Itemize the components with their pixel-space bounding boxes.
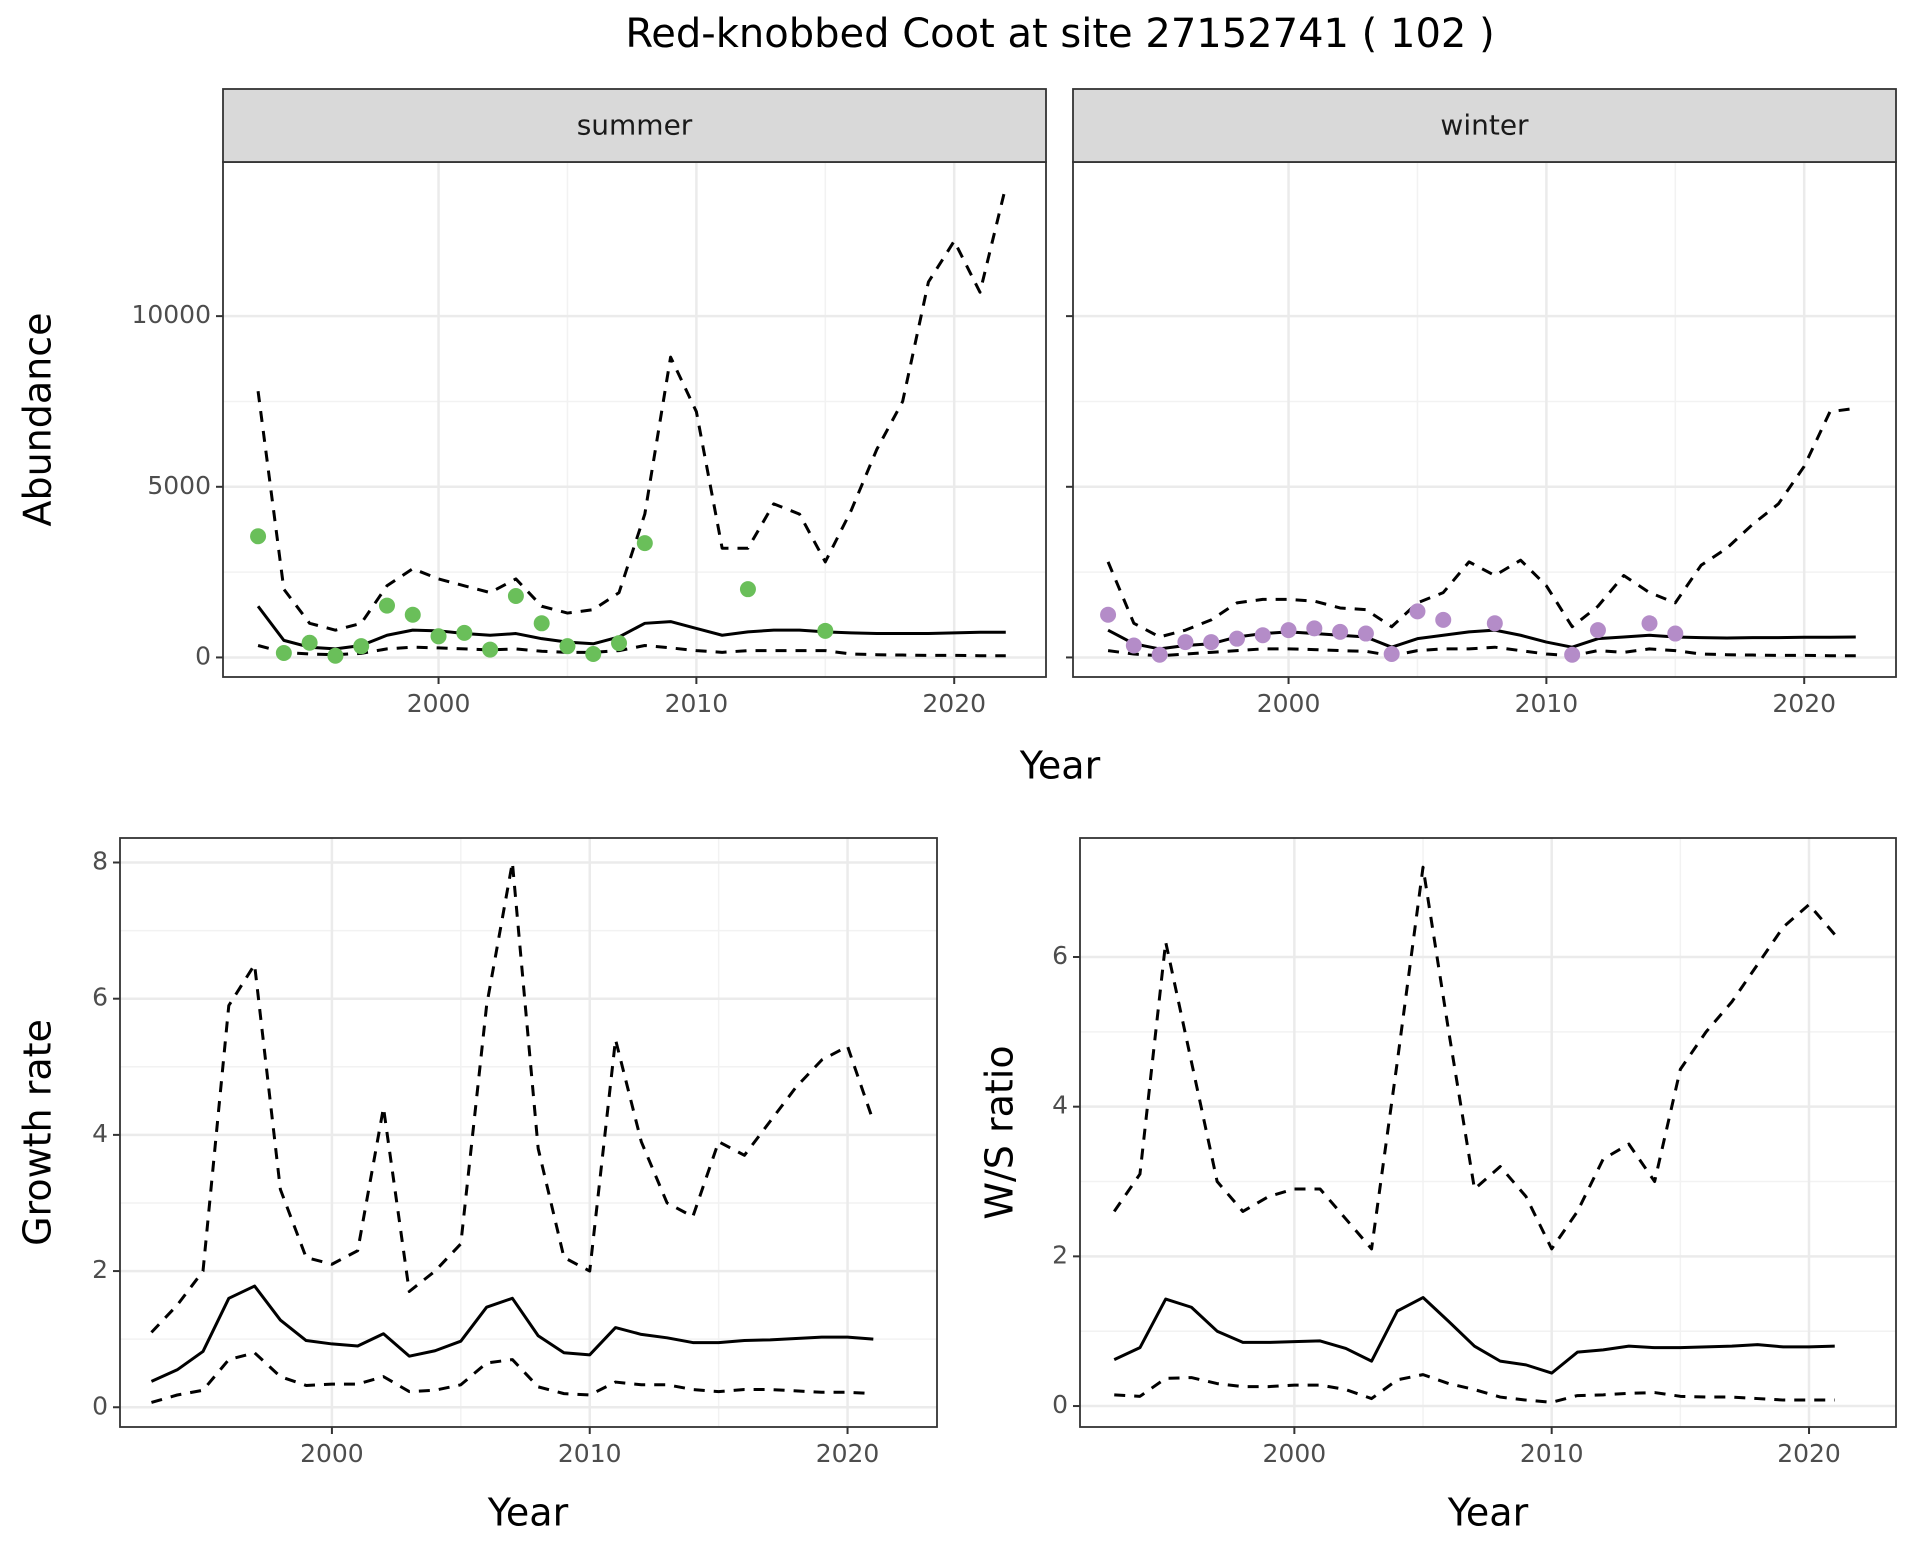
data-point [275, 645, 292, 662]
y-tick-label: 6 [1052, 941, 1068, 970]
y-tick-label: 0 [92, 1391, 108, 1420]
y-tick-label: 2 [92, 1255, 108, 1284]
dashed-line [1106, 406, 1856, 639]
x-tick-label: 2000 [1257, 689, 1321, 718]
data-point [636, 535, 653, 552]
x-axis-title: Year [487, 1491, 569, 1535]
data-point [585, 646, 602, 663]
y-tick-label: 10000 [131, 300, 211, 329]
y-tick-label: 2 [1052, 1240, 1068, 1269]
data-point [1151, 646, 1168, 663]
y-tick-label: 8 [92, 847, 108, 876]
x-tick-label: 2010 [1520, 1439, 1584, 1468]
x-tick-label: 2020 [922, 689, 986, 718]
data-point [1332, 623, 1349, 640]
data-point [482, 641, 499, 658]
plot-area [150, 861, 875, 1404]
panel-border [1079, 837, 1897, 1428]
data-point [1486, 615, 1503, 632]
data-point [533, 615, 550, 632]
y-tick-label: 0 [195, 641, 211, 670]
data-point [1228, 630, 1245, 647]
y-tick-label: 5000 [147, 471, 211, 500]
data-point [817, 622, 834, 639]
data-point [1435, 611, 1452, 628]
x-tick-label: 2010 [665, 689, 729, 718]
dashed-line [1114, 1373, 1835, 1404]
strip [222, 88, 1047, 163]
y-axis-title: W/S ratio [978, 1045, 1022, 1219]
dashed-line [1112, 865, 1836, 1251]
data-point [611, 635, 628, 652]
panel-background [120, 838, 937, 1427]
dashed-line [256, 186, 1008, 632]
x-tick-label: 2020 [1777, 1439, 1841, 1468]
data-point [559, 638, 576, 655]
x-tick-label: 2020 [816, 1439, 880, 1468]
data-point [456, 624, 473, 641]
dashed-line [150, 861, 875, 1334]
y-axis-title: Growth rate [16, 1019, 60, 1246]
strip-label: summer [577, 109, 693, 142]
strip [1072, 88, 1897, 163]
data-point [1177, 634, 1194, 651]
data-point [739, 581, 756, 598]
plot-area [1100, 406, 1856, 663]
y-tick-label: 4 [92, 1119, 108, 1148]
x-tick-label: 2010 [1515, 689, 1579, 718]
data-point [353, 638, 370, 655]
y-axis-title: Abundance [16, 312, 60, 526]
data-point [1667, 625, 1684, 642]
x-tick-label: 2000 [1263, 1439, 1327, 1468]
data-point [404, 606, 421, 623]
panel-background [1080, 838, 1896, 1427]
plot-area [1112, 865, 1836, 1404]
y-tick-label: 6 [92, 983, 108, 1012]
data-point [430, 628, 447, 645]
x-tick-label: 2000 [407, 689, 471, 718]
data-point [1100, 606, 1117, 623]
y-tick-label: 0 [1052, 1390, 1068, 1419]
x-tick-label: 2020 [1772, 689, 1836, 718]
solid-line [1113, 1296, 1835, 1375]
data-point [1306, 620, 1323, 637]
data-point [1203, 634, 1220, 651]
dashed-line [1107, 645, 1856, 658]
plot-area [250, 186, 1008, 664]
solid-line [150, 1284, 874, 1383]
dashed-line [257, 644, 1006, 658]
x-tick-label: 2010 [558, 1439, 622, 1468]
data-point [1589, 622, 1606, 639]
data-point [1357, 625, 1374, 642]
data-point [1254, 627, 1271, 644]
data-point [1409, 603, 1426, 620]
strip-label: winter [1440, 109, 1529, 142]
data-point [378, 597, 395, 614]
panel-background [223, 162, 1046, 677]
data-point [1383, 646, 1400, 663]
figure-title: Red-knobbed Coot at site 27152741 ( 102 … [625, 11, 1494, 57]
data-point [1125, 637, 1142, 654]
x-axis-title: Year [1447, 1491, 1529, 1535]
data-point [1641, 615, 1658, 632]
panel-border [119, 837, 938, 1428]
x-axis-title: Year [1019, 744, 1101, 788]
data-point [250, 528, 267, 545]
y-tick-label: 4 [1052, 1091, 1068, 1120]
dashed-line [151, 1351, 874, 1404]
data-point [1564, 646, 1581, 663]
x-tick-label: 2000 [300, 1439, 364, 1468]
panel-background [1073, 162, 1896, 677]
data-point [1280, 622, 1297, 639]
data-point [507, 588, 524, 605]
data-point [301, 634, 318, 651]
data-point [327, 647, 344, 664]
solid-line [256, 605, 1006, 651]
